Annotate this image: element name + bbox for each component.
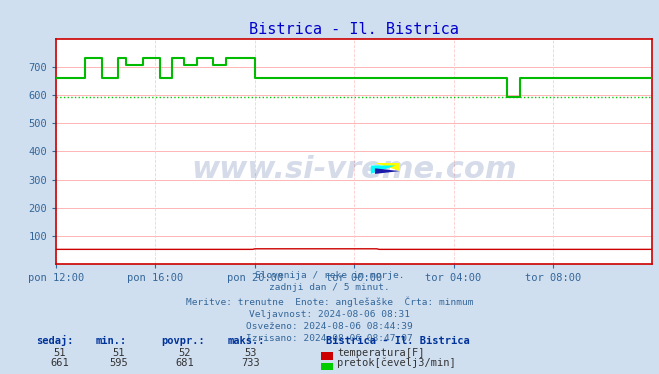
Text: min.:: min.:: [96, 336, 127, 346]
Text: temperatura[F]: temperatura[F]: [337, 348, 425, 358]
Text: www.si-vreme.com: www.si-vreme.com: [191, 155, 517, 184]
Title: Bistrica - Il. Bistrica: Bistrica - Il. Bistrica: [249, 22, 459, 37]
Text: 51: 51: [113, 348, 125, 358]
Text: pretok[čevelj3/min]: pretok[čevelj3/min]: [337, 358, 456, 368]
Text: 51: 51: [53, 348, 65, 358]
Polygon shape: [375, 168, 400, 174]
Text: 681: 681: [175, 358, 194, 368]
Text: sedaj:: sedaj:: [36, 335, 74, 346]
Text: maks.:: maks.:: [227, 336, 265, 346]
Polygon shape: [375, 163, 400, 171]
Text: povpr.:: povpr.:: [161, 336, 205, 346]
Text: 53: 53: [244, 348, 256, 358]
Text: 661: 661: [50, 358, 69, 368]
Text: 595: 595: [109, 358, 128, 368]
Polygon shape: [371, 165, 395, 174]
Text: 52: 52: [179, 348, 190, 358]
Text: Bistrica - Il. Bistrica: Bistrica - Il. Bistrica: [326, 336, 470, 346]
Text: 733: 733: [241, 358, 260, 368]
Text: Slovenija / reke in morje.
zadnji dan / 5 minut.
Meritve: trenutne  Enote: angle: Slovenija / reke in morje. zadnji dan / …: [186, 271, 473, 343]
